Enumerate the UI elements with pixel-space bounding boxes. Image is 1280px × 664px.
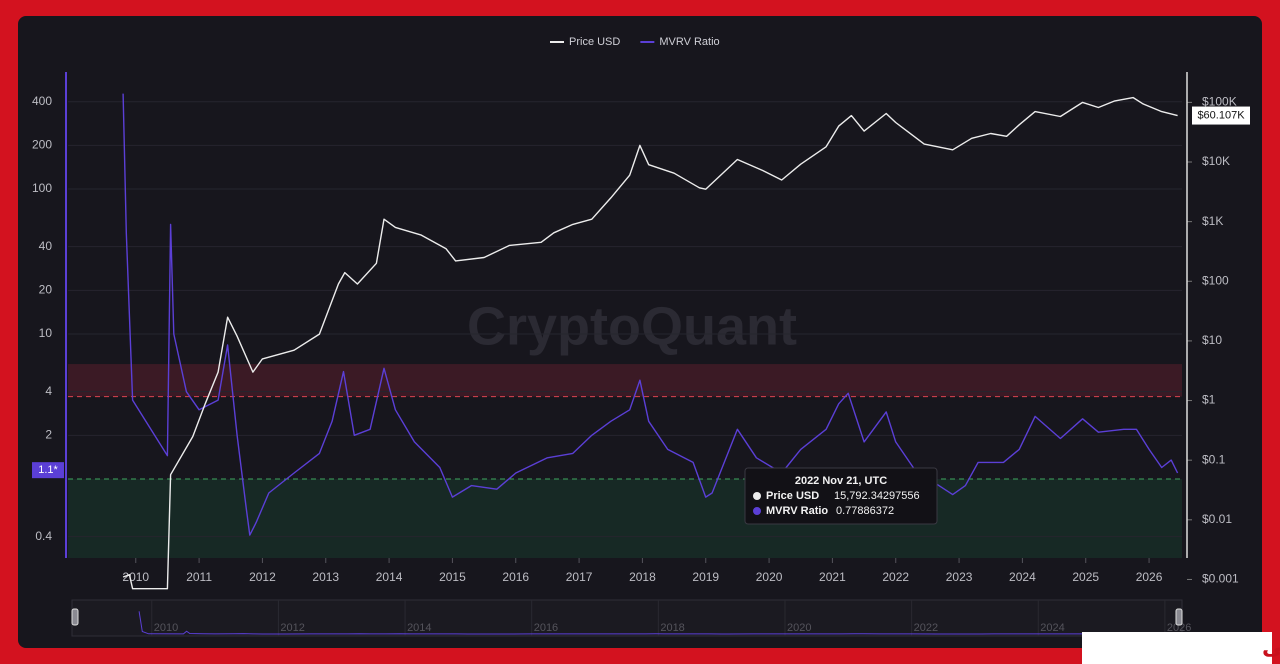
navigator-tick-label: 2026 (1167, 622, 1191, 634)
y2-tick-label: $0.1 (1202, 452, 1226, 466)
y-tick-label: 4 (45, 384, 52, 398)
y-tick-label: 40 (39, 239, 53, 253)
x-tick-label: 2013 (312, 570, 339, 584)
navigator-tick-label: 2012 (280, 622, 304, 634)
y2-tick-label: $0.001 (1202, 572, 1239, 586)
x-tick-label: 2018 (629, 570, 656, 584)
x-tick-label: 2016 (502, 570, 529, 584)
y2-tick-label: $10K (1202, 154, 1230, 168)
x-tick-label: 2010 (122, 570, 149, 584)
series-line (122, 96, 1178, 590)
current-badge (32, 462, 64, 479)
series-line (122, 93, 1179, 536)
y2-tick-label: $10 (1202, 333, 1222, 347)
navigator-tick-label: 2010 (154, 622, 178, 634)
x-tick-label: 2025 (1072, 570, 1099, 584)
tooltip-dot (753, 507, 761, 515)
zone (68, 478, 1182, 558)
x-tick-label: 2019 (692, 570, 719, 584)
navigator-handle[interactable] (1175, 608, 1183, 626)
tooltip-dot (753, 492, 761, 500)
y2-tick-label: $1 (1202, 393, 1216, 407)
tooltip-value: 15,792.34297556 (834, 490, 920, 502)
x-tick-label: 2026 (1136, 570, 1163, 584)
watermark: CryptoQuant (467, 296, 797, 356)
navigator-tick-label: 2024 (1040, 622, 1064, 634)
navigator (71, 599, 1183, 637)
y2-tick-label: $0.01 (1202, 512, 1232, 526)
y-tick-label: 2 (45, 427, 52, 441)
navigator-tick-label: 2022 (914, 622, 938, 634)
tooltip-date: 2022 Nov 21, UTC (795, 475, 887, 487)
x-tick-label: 2022 (882, 570, 909, 584)
y-tick-label: 200 (32, 138, 52, 152)
navigator-tick-label: 2018 (660, 622, 684, 634)
x-tick-label: 2023 (946, 570, 973, 584)
y-tick-label: 0.4 (35, 529, 52, 543)
x-tick-label: 2011 (186, 570, 212, 584)
current-badge (1192, 106, 1250, 125)
legend-label[interactable]: Price USD (569, 36, 620, 48)
tooltip-name: Price USD (766, 490, 819, 502)
y-tick-label: 10 (39, 326, 53, 340)
navigator-tick-label: 2020 (787, 622, 811, 634)
y2-tick-label: $100 (1202, 273, 1229, 287)
x-tick-label: 2017 (566, 570, 593, 584)
tooltip: 2022 Nov 21, UTC Price USD 15,792.34297556… (744, 467, 938, 525)
tooltip-value: 0.77886372 (836, 505, 894, 517)
legend-label[interactable]: MVRV Ratio (659, 36, 719, 48)
x-tick-label: 2020 (756, 570, 783, 584)
x-tick-label: 2014 (376, 570, 403, 584)
y-tick-label: 20 (39, 282, 53, 296)
navigator-line (138, 611, 1194, 635)
tooltip-box (744, 467, 938, 525)
x-tick-label: 2024 (1009, 570, 1036, 584)
navigator-tick-label: 2016 (534, 622, 558, 634)
y2-tick-label: $1K (1202, 214, 1223, 228)
x-tick-label: 2015 (439, 570, 466, 584)
y-tick-label: 100 (32, 181, 52, 195)
zone (68, 364, 1182, 397)
navigator-handle[interactable] (71, 608, 79, 626)
y2-tick-label: $100K (1202, 95, 1237, 109)
logo-bg (1082, 632, 1272, 664)
current-label: 1.1* (38, 464, 58, 476)
logo: نیوز سیتی (1262, 634, 1280, 660)
legend-item[interactable]: Price USD (550, 36, 620, 48)
legend-item[interactable]: MVRV Ratio (640, 36, 720, 48)
x-tick-label: 2012 (249, 570, 276, 584)
current-label: $60.107K (1197, 109, 1245, 121)
x-tick-label: 2021 (819, 570, 846, 584)
y-tick-label: 400 (32, 94, 52, 108)
navigator-tick-label: 2014 (407, 622, 431, 634)
tooltip-name: MVRV Ratio (766, 505, 828, 517)
